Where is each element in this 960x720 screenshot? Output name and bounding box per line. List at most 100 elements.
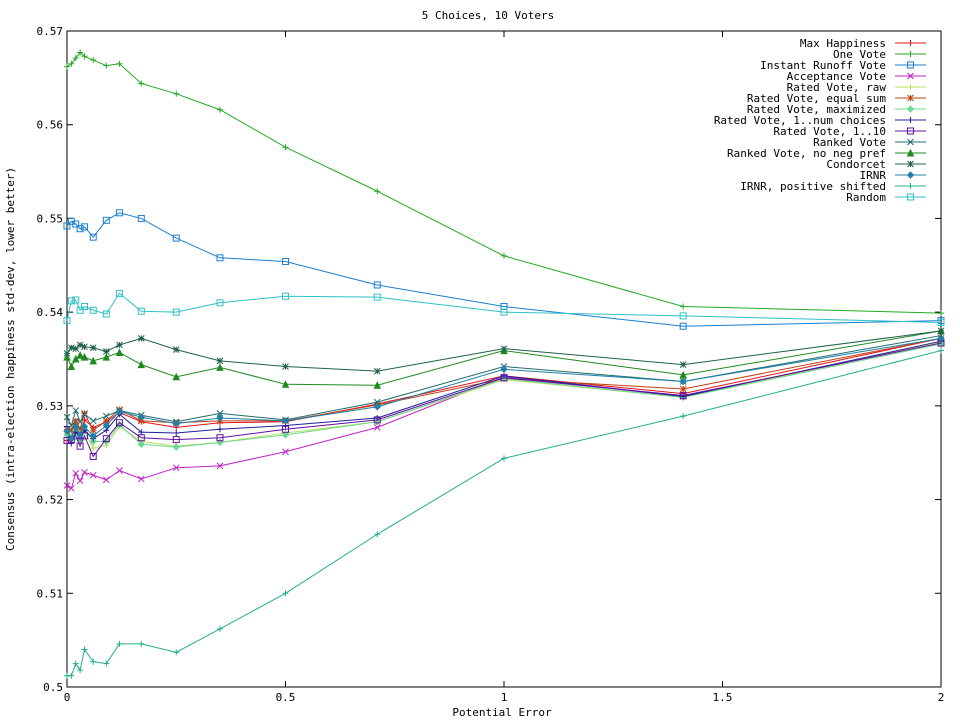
data-point-11-3 xyxy=(76,341,84,349)
data-point-13-14 xyxy=(680,413,687,420)
data-point-1-1 xyxy=(68,60,75,67)
series-12 xyxy=(63,334,945,443)
data-point-3-1 xyxy=(68,484,75,492)
data-point-3-0 xyxy=(63,482,71,489)
legend-entry-10: Ranked Vote, no neg pref xyxy=(727,147,926,160)
data-point-3-7 xyxy=(116,467,123,474)
legend-marker-9 xyxy=(907,138,914,146)
data-point-11-6 xyxy=(102,348,110,355)
data-point-11-0 xyxy=(63,350,71,357)
data-point-1-5 xyxy=(90,57,97,64)
data-point-12-13 xyxy=(500,365,508,374)
data-point-1-10 xyxy=(216,106,223,113)
data-point-12-5 xyxy=(89,432,97,440)
data-point-3-12 xyxy=(373,424,381,431)
data-point-10-0 xyxy=(63,353,71,361)
data-point-10-2 xyxy=(71,354,80,363)
data-point-5-8 xyxy=(137,417,145,425)
data-point-14-8 xyxy=(137,307,145,315)
data-point-14-1 xyxy=(67,297,75,305)
data-point-5-5 xyxy=(89,426,97,434)
data-point-13-11 xyxy=(282,590,289,597)
data-point-10-1 xyxy=(67,362,76,370)
y-tick-label-4: 0.54 xyxy=(37,306,64,319)
series-1 xyxy=(64,49,944,317)
data-point-1-3 xyxy=(77,49,84,56)
data-point-11-8 xyxy=(137,335,145,342)
data-point-11-9 xyxy=(172,346,180,353)
data-point-10-10 xyxy=(216,363,224,371)
data-point-12-8 xyxy=(137,413,145,421)
data-point-11-15 xyxy=(937,327,945,335)
data-point-12-12 xyxy=(373,403,381,411)
data-point-9-12 xyxy=(373,398,381,406)
data-point-3-6 xyxy=(102,476,110,484)
data-point-8-14 xyxy=(679,392,687,400)
legend-label-6: Rated Vote, maximized xyxy=(747,103,886,116)
legend-label-2: Instant Runoff Vote xyxy=(760,59,886,72)
y-tick-label-0: 0.5 xyxy=(43,681,63,694)
data-point-8-8 xyxy=(137,434,145,442)
legend-marker-10 xyxy=(906,148,915,157)
data-point-9-3 xyxy=(76,418,84,426)
data-point-2-4 xyxy=(80,223,88,231)
series-line-9 xyxy=(66,335,942,427)
data-point-10-7 xyxy=(115,348,124,356)
data-point-5-4 xyxy=(81,410,88,417)
data-point-1-2 xyxy=(72,55,79,62)
series-line-1 xyxy=(66,51,942,314)
legend-label-8: Rated Vote, 1..10 xyxy=(773,125,886,138)
data-point-7-10 xyxy=(216,426,223,433)
data-point-1-6 xyxy=(103,62,110,69)
data-point-5-2 xyxy=(72,417,80,425)
data-point-6-9 xyxy=(172,443,180,451)
data-point-14-12 xyxy=(373,293,381,301)
data-point-14-15 xyxy=(937,318,945,326)
data-point-3-11 xyxy=(282,448,289,456)
data-point-8-9 xyxy=(172,436,180,444)
data-point-14-14 xyxy=(679,312,687,320)
series-8 xyxy=(63,339,945,460)
data-point-14-0 xyxy=(63,317,71,325)
data-point-3-4 xyxy=(81,469,88,476)
series-11 xyxy=(63,327,945,375)
data-point-2-6 xyxy=(102,216,110,224)
data-point-13-3 xyxy=(77,667,84,674)
data-point-2-10 xyxy=(216,254,224,262)
data-point-11-5 xyxy=(89,344,97,352)
data-point-13-4 xyxy=(81,646,88,653)
data-point-11-10 xyxy=(216,357,224,365)
legend-entry-9: Ranked Vote xyxy=(813,136,926,149)
data-point-14-2 xyxy=(72,296,80,304)
legend-marker-0 xyxy=(907,40,914,46)
legend-marker-6 xyxy=(906,105,915,113)
series-2 xyxy=(63,209,945,330)
data-point-9-5 xyxy=(89,417,97,425)
legend-marker-4 xyxy=(907,84,914,90)
legend-label-3: Acceptance Vote xyxy=(787,70,886,83)
legend-entry-6: Rated Vote, maximized xyxy=(747,103,926,116)
data-point-9-10 xyxy=(216,410,224,417)
data-point-2-5 xyxy=(89,233,97,241)
data-point-2-0 xyxy=(63,222,71,230)
data-point-9-2 xyxy=(72,407,80,414)
data-point-7-9 xyxy=(173,430,180,437)
data-point-2-2 xyxy=(72,220,80,228)
data-point-13-15 xyxy=(938,347,944,354)
y-tick-label-1: 0.51 xyxy=(37,587,64,600)
data-point-13-9 xyxy=(173,649,180,656)
series-6 xyxy=(63,340,945,451)
data-point-3-3 xyxy=(76,477,84,485)
data-point-5-6 xyxy=(102,417,110,425)
data-point-9-4 xyxy=(81,410,88,418)
data-point-14-9 xyxy=(172,308,180,316)
legend-marker-1 xyxy=(907,51,914,57)
series-line-3 xyxy=(66,341,942,490)
data-point-8-12 xyxy=(373,416,381,424)
data-point-13-8 xyxy=(138,640,145,647)
data-point-13-1 xyxy=(68,672,75,679)
x-tick-label-3: 1.5 xyxy=(713,691,733,704)
data-point-1-13 xyxy=(501,252,507,259)
data-point-3-8 xyxy=(137,475,145,483)
